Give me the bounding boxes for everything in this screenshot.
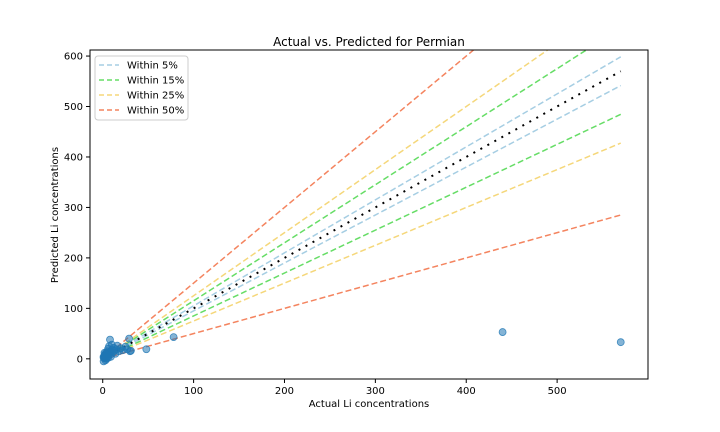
legend-label-2: Within 15% — [127, 76, 184, 87]
band-line-2-upper — [102, 50, 588, 360]
legend: Within 5% Within 15% Within 25% Within 50% — [94, 55, 189, 121]
data-point-32 — [125, 334, 133, 343]
y-tick-label: 200 — [64, 253, 83, 264]
data-point-38 — [616, 338, 625, 347]
data-points — [99, 328, 625, 366]
band-line-3-lower — [102, 142, 622, 360]
y-tick-label: 0 — [77, 354, 83, 365]
x-tick-label: 300 — [366, 386, 385, 397]
y-axis-label: Predicted Li concentrations — [50, 147, 61, 283]
x-axis-label: Actual Li concentrations — [309, 399, 430, 410]
data-point-46 — [107, 352, 115, 361]
y-tick-label: 100 — [64, 304, 83, 315]
legend-label-4: Within 50% — [127, 106, 184, 117]
data-point-35 — [142, 345, 151, 354]
band-line-3-upper — [102, 50, 549, 360]
plot-area — [99, 50, 625, 366]
legend-frame — [94, 55, 189, 121]
y-tick-label: 500 — [64, 102, 83, 113]
x-axis: 0 100 200 300 400 500 — [100, 379, 567, 397]
x-tick-label: 0 — [100, 386, 106, 397]
x-tick-label: 500 — [548, 386, 567, 397]
band-line-1-lower — [102, 84, 622, 360]
band-line-1-upper — [102, 56, 622, 360]
band-line-4-upper — [102, 50, 475, 360]
plot-frame — [89, 49, 649, 380]
tolerance-bands — [102, 50, 622, 360]
legend-entries: Within 5% Within 15% Within 25% Within 50% — [99, 61, 184, 117]
x-tick-label: 400 — [457, 386, 476, 397]
identity-line-layer — [102, 70, 622, 360]
data-point-36 — [169, 333, 178, 342]
identity-line — [102, 70, 622, 360]
band-line-2-lower — [102, 113, 622, 360]
data-point-45 — [100, 348, 109, 357]
legend-label-1: Within 5% — [127, 61, 178, 72]
chart-title: Actual vs. Predicted for Permian — [273, 35, 465, 49]
data-point-37 — [498, 328, 507, 336]
x-tick-label: 200 — [275, 386, 294, 397]
y-tick-label: 400 — [64, 152, 83, 163]
legend-label-3: Within 25% — [127, 91, 184, 102]
y-tick-label: 600 — [64, 52, 83, 63]
y-axis: 0 100 200 300 400 500 600 — [64, 52, 90, 365]
y-tick-label: 300 — [64, 203, 83, 214]
x-tick-label: 100 — [184, 386, 203, 397]
data-point-34 — [126, 346, 135, 355]
